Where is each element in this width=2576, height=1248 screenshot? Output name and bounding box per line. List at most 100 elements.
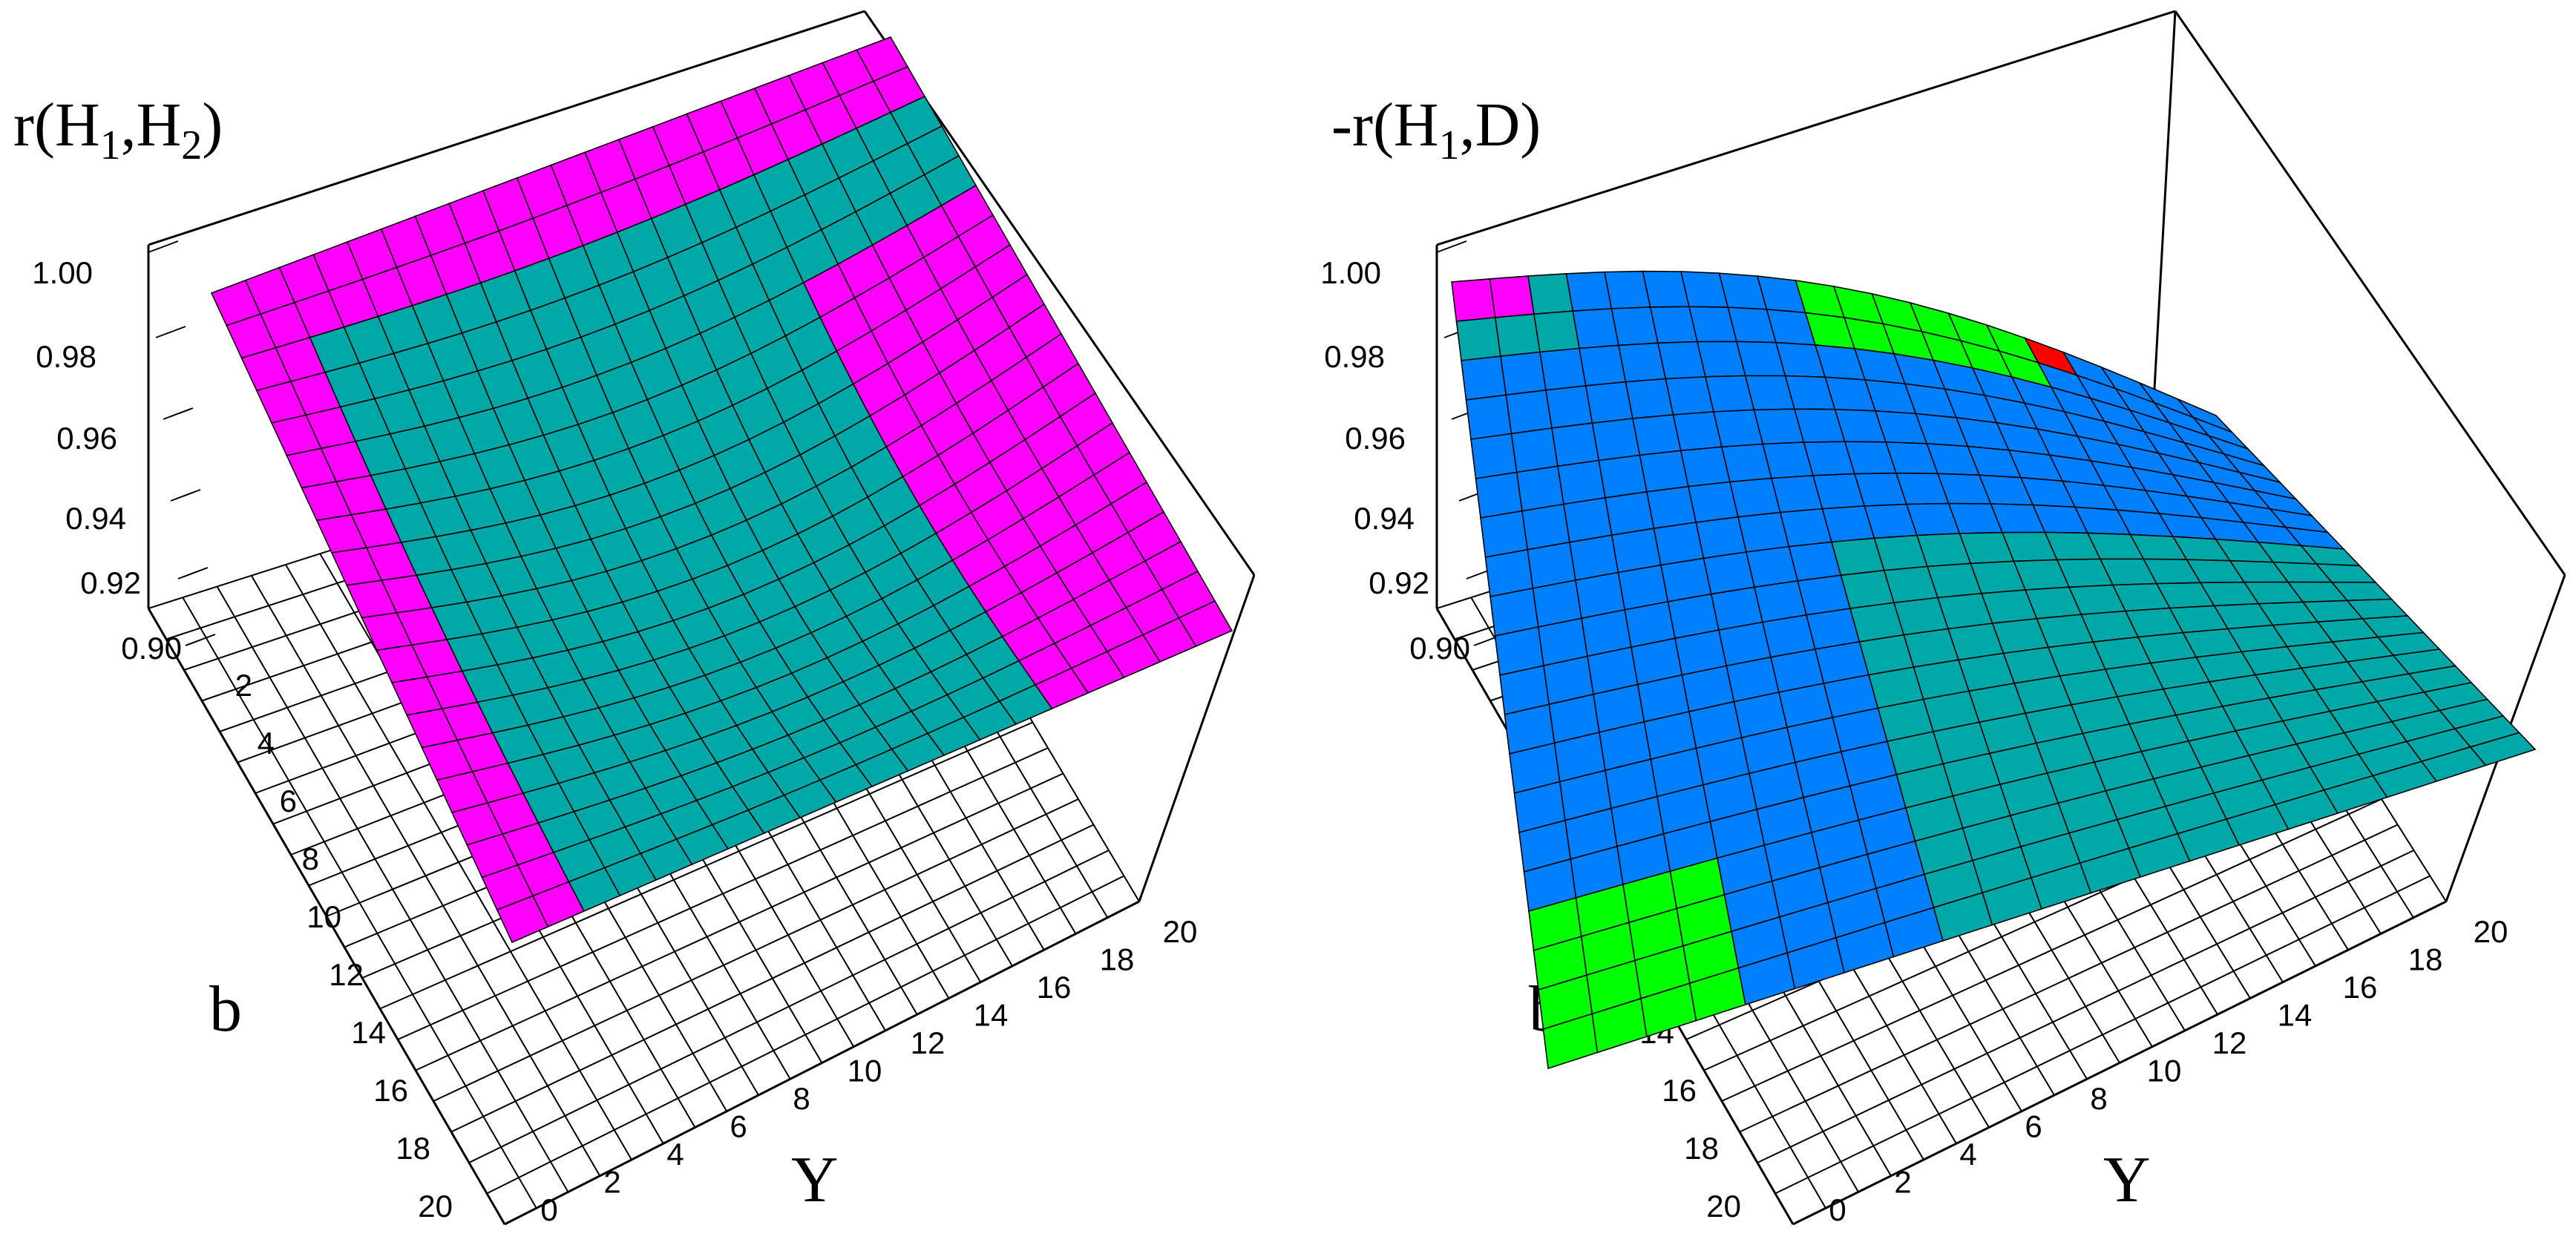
y-tick-label: 0 (540, 1192, 557, 1227)
z-tick-label: 0.92 (80, 565, 141, 600)
floor-grid-line (450, 824, 1094, 1133)
b-tick-label: 10 (307, 899, 341, 934)
y-tick-label: 2 (1894, 1165, 1911, 1200)
surface-patch (1461, 355, 1507, 401)
surface-patch (1500, 351, 1547, 396)
surface-patch (1618, 342, 1667, 383)
axis-label-y-right: Y (2103, 1144, 2151, 1216)
title-text: ,D (1459, 91, 1521, 160)
b-tick-label: 2 (235, 668, 252, 703)
y-tick-label: 10 (2147, 1054, 2182, 1088)
box-edge (1138, 574, 1256, 902)
floor-grid-line (504, 901, 1140, 1225)
floor-grid-line (486, 875, 1124, 1195)
chart-panel-left: r(H1,H2) b Y 2 4 6 8 10 12 14 16 18 20 0 2 4 6 8 10 12 14… (13, 10, 1256, 1227)
box-edge (2151, 10, 2177, 416)
surface-patch (1480, 510, 1529, 558)
surface-patch (1545, 385, 1593, 429)
b-tick-label: 20 (1706, 1189, 1741, 1224)
z-tick-mark (1436, 240, 1467, 253)
surface-patch (1465, 394, 1513, 440)
z-tick-mark (155, 326, 186, 338)
surface-patch (1510, 427, 1559, 473)
y-tick-label: 4 (1959, 1137, 1976, 1172)
axis-label-y-left: Y (791, 1144, 839, 1216)
title-text: ) (1520, 91, 1541, 160)
chart-title-left: r(H1,H2) (13, 89, 223, 169)
z-tick-label: 0.94 (65, 501, 126, 536)
surface-patch (1632, 414, 1682, 456)
y-tick-label: 8 (793, 1081, 810, 1116)
surface-patch (1591, 418, 1641, 462)
y-tick-label: 8 (2090, 1081, 2107, 1116)
surface-patch (1557, 459, 1606, 505)
box-edge (2174, 10, 2566, 576)
b-tick-label: 8 (302, 841, 319, 876)
surface-patch (1533, 310, 1580, 353)
surface-patch (1451, 278, 1496, 322)
surface-patch (1565, 271, 1613, 312)
surface-patch (1579, 344, 1627, 387)
b-tick-label: 16 (1662, 1073, 1697, 1108)
z-tick-label: 0.94 (1354, 501, 1415, 536)
surface-patch (1539, 347, 1587, 391)
surface-patch (1527, 273, 1574, 315)
b-tick-label: 14 (351, 1015, 386, 1050)
surface-patch (1494, 313, 1541, 357)
surface-patch (1470, 433, 1518, 479)
y-tick-label: 4 (666, 1137, 684, 1172)
z-tick-label: 0.96 (1345, 421, 1406, 456)
floor-grid-line (1792, 901, 2447, 1225)
surface-patch (1625, 378, 1674, 419)
y-tick-label: 20 (2474, 914, 2508, 949)
z-tick-label: 0.90 (121, 631, 182, 666)
z-tick-label: 0.92 (1369, 565, 1429, 600)
floor-grid-line (397, 747, 1049, 1040)
title-text: ,H (120, 91, 182, 160)
z-tick-mark (185, 634, 216, 646)
y-tick-label: 18 (1100, 942, 1135, 977)
z-tick-mark (163, 407, 194, 420)
z-tick-mark (170, 489, 201, 502)
surface-patch (1563, 496, 1613, 543)
b-tick-label: 18 (396, 1131, 430, 1166)
b-tick-label: 18 (1684, 1131, 1719, 1166)
y-tick-label: 14 (2278, 998, 2313, 1033)
surface-patch (1605, 490, 1655, 536)
title-subscript: 1 (99, 122, 121, 168)
b-tick-label: 12 (329, 957, 364, 992)
y-tick-label: 18 (2408, 942, 2443, 977)
surface-patch (1515, 465, 1564, 512)
title-subscript: 1 (1438, 122, 1460, 168)
floor-grid-line (433, 798, 1079, 1102)
surface-plot-right: 2468101214161820024681012141618201.000.9… (1320, 10, 2566, 1227)
z-tick-label: 0.96 (56, 421, 117, 456)
z-tick-mark (177, 567, 209, 579)
surface-patch (1695, 516, 1747, 559)
surface-patch (1455, 317, 1501, 361)
box-edge (1436, 10, 2176, 246)
surface-patch (1521, 503, 1570, 551)
title-text: -r(H (1331, 91, 1439, 160)
floor-grid-line (468, 850, 1110, 1163)
y-tick-label: 12 (2212, 1025, 2247, 1060)
floor-grid-line (415, 772, 1063, 1071)
surface-patch (1475, 471, 1523, 519)
b-tick-label: 6 (280, 784, 297, 818)
surface-patch (1646, 485, 1697, 530)
y-tick-label: 2 (603, 1165, 620, 1200)
floor-grid-line (1757, 850, 2414, 1163)
y-tick-label: 6 (2025, 1109, 2042, 1144)
surface-patch (1598, 454, 1648, 499)
y-tick-label: 14 (974, 998, 1009, 1033)
y-tick-label: 20 (1163, 914, 1198, 949)
surface-patch (1551, 422, 1600, 467)
floor-grid-line (1721, 798, 2382, 1102)
title-text: ) (202, 91, 223, 160)
chart-panel-right: -r(H1,D) b Y 246810121416182002468101214… (1288, 0, 2576, 1248)
b-tick-label: 20 (418, 1189, 453, 1224)
surface-patch (1178, 600, 1233, 648)
chart-title-right: -r(H1,D) (1331, 89, 1541, 169)
axis-label-b-left: b (209, 973, 242, 1045)
